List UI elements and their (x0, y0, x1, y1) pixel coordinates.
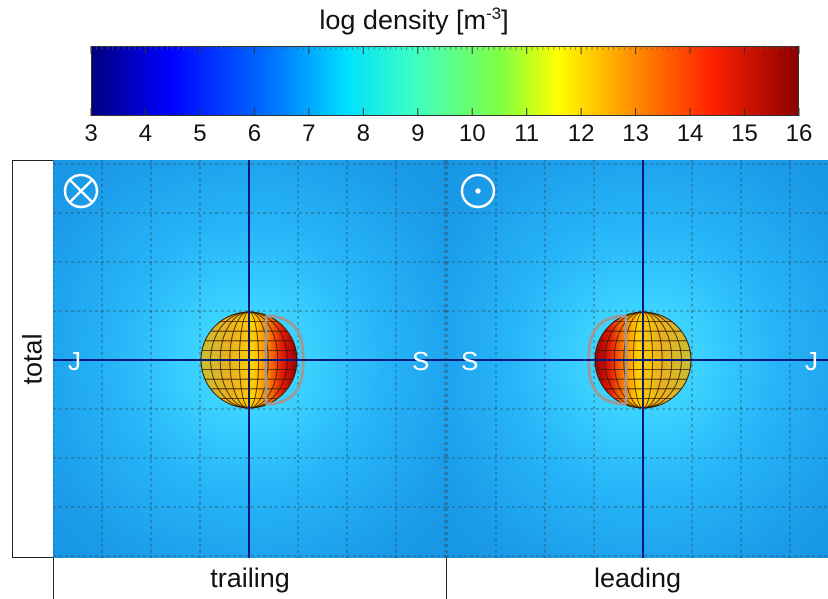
colorbar-tick-label: 6 (247, 120, 262, 147)
colorbar-tick-label: 3 (84, 120, 98, 147)
panel-leading-right-marker: J (805, 346, 818, 376)
colorbar-tick-label: 12 (567, 120, 595, 147)
colorbar-title: log density [m-3] (0, 4, 828, 36)
row-label: total (12, 160, 53, 558)
out-of-page-icon (460, 173, 496, 209)
colorbar-tick-label: 4 (138, 120, 153, 147)
colorbar (91, 46, 799, 116)
panel-leading-left-marker: S (461, 346, 479, 376)
colorbar-tick-label: 15 (731, 120, 758, 147)
panel-trailing-label: trailing (53, 558, 446, 599)
panel-trailing-left-marker: J (68, 346, 81, 376)
into-page-icon (63, 173, 99, 209)
colorbar-tick-label: 5 (193, 120, 207, 147)
colorbar-title-end: ] (501, 5, 509, 35)
colorbar-tick-label: 16 (785, 120, 813, 147)
colorbar-ticks (90, 46, 800, 116)
panel-leading (446, 160, 828, 558)
panel-leading-label: leading (446, 558, 828, 599)
colorbar-tick-label: 13 (622, 120, 649, 147)
panel-trailing (53, 160, 446, 558)
density-map (53, 160, 446, 558)
colorbar-tick-label: 11 (514, 120, 540, 147)
row-label-text: total (17, 333, 47, 385)
density-map (446, 160, 828, 558)
row-label-frame (12, 160, 53, 558)
colorbar-tick-label: 9 (411, 120, 425, 147)
colorbar-tick-label: 14 (676, 120, 704, 147)
colorbar-tick-label: 7 (302, 120, 316, 147)
colorbar-title-text: log density [m (319, 5, 486, 35)
colorbar-tick-label: 8 (356, 120, 370, 147)
colorbar-tick-label: 10 (458, 120, 486, 147)
panel-trailing-right-marker: S (412, 346, 430, 376)
colorbar-title-exponent: -3 (485, 4, 502, 23)
